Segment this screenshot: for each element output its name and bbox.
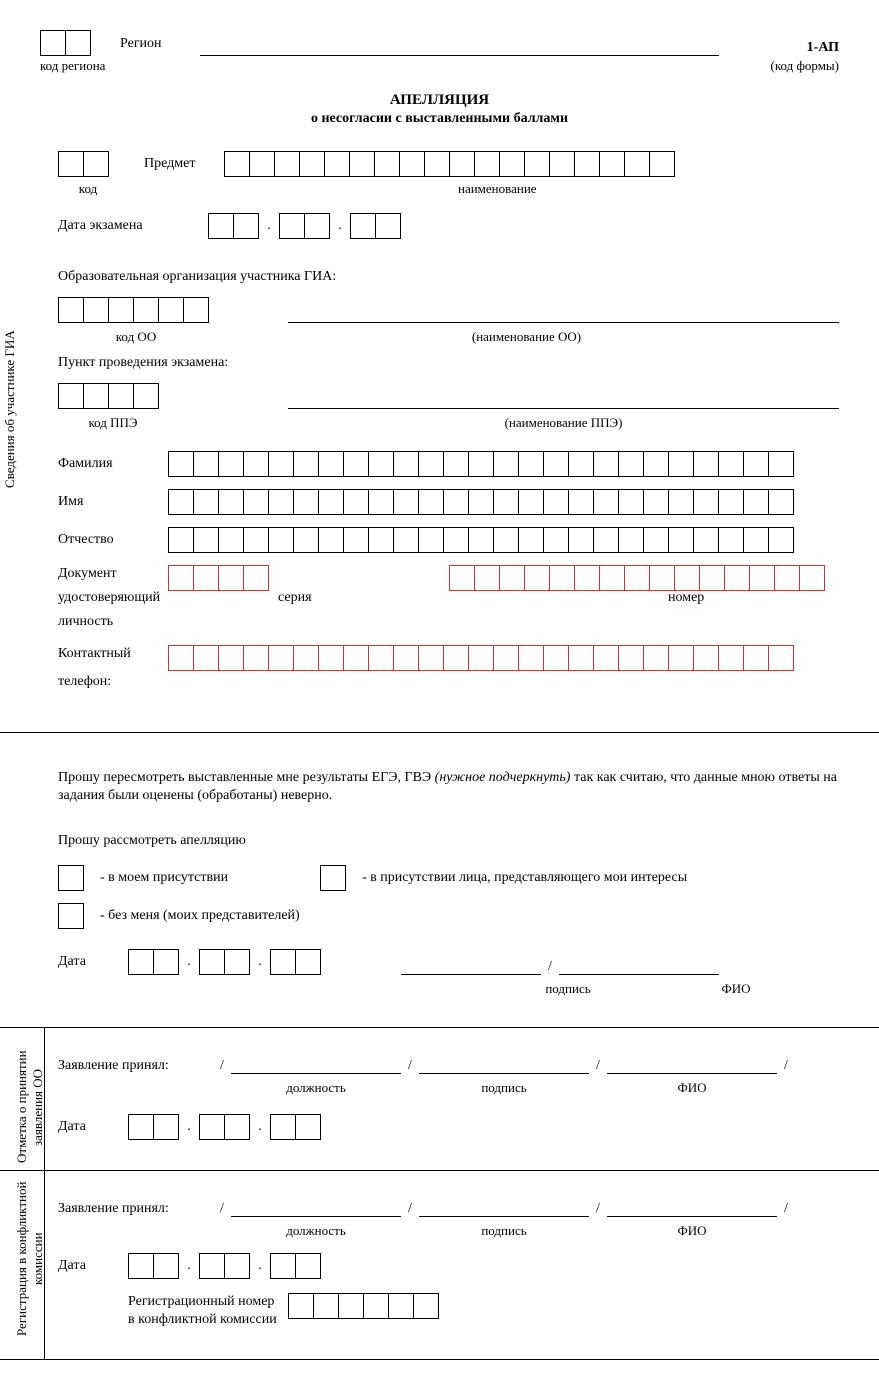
- exam-date-label: Дата экзамена: [58, 213, 208, 239]
- doc-num: номер: [668, 589, 704, 607]
- subject-name-under: наименование: [458, 181, 537, 197]
- org-code-under: код ОО: [58, 329, 214, 345]
- opt2-checkbox[interactable]: [320, 865, 346, 891]
- name-label: Имя: [58, 489, 168, 515]
- surname-cells[interactable]: [168, 451, 794, 477]
- region-label: Регион: [120, 36, 200, 56]
- ppe-name-line[interactable]: [288, 387, 839, 409]
- consider-label: Прошу рассмотреть апелляцию: [58, 833, 839, 849]
- req-sig-line[interactable]: [401, 953, 541, 975]
- req-fio-under: ФИО: [656, 981, 816, 997]
- doc-l3: личность: [58, 614, 113, 629]
- regnum-l2: в конфликтной комиссии: [128, 1311, 288, 1329]
- org-label: Образовательная организация участника ГИ…: [58, 269, 839, 285]
- exam-date-d[interactable]: [208, 213, 259, 239]
- region-code-under: код региона: [40, 58, 120, 74]
- accept-role-line[interactable]: [231, 1052, 401, 1074]
- request-it: (нужное подчеркнуть): [435, 770, 571, 785]
- exam-date-m[interactable]: [279, 213, 330, 239]
- org-code-cells[interactable]: [58, 297, 209, 323]
- title-main: АПЕЛЛЯЦИЯ: [40, 92, 839, 109]
- patronymic-cells[interactable]: [168, 527, 794, 553]
- subject-name-cells[interactable]: [224, 151, 675, 177]
- req-fio-line[interactable]: [559, 953, 719, 975]
- reg-fio-under: ФИО: [607, 1223, 777, 1239]
- region-line[interactable]: [200, 34, 719, 56]
- reg-date-d[interactable]: [128, 1253, 179, 1279]
- surname-label: Фамилия: [58, 451, 168, 477]
- doc-ser: серия: [278, 589, 338, 607]
- reg-date-m[interactable]: [199, 1253, 250, 1279]
- accept-fio-line[interactable]: [607, 1052, 777, 1074]
- opt3-checkbox[interactable]: [58, 903, 84, 929]
- accept-sig-line[interactable]: [419, 1052, 589, 1074]
- accept-section-label: Отметка о принятии заявления ОО: [14, 1042, 46, 1172]
- region-code-cells[interactable]: [40, 30, 120, 56]
- org-name-line[interactable]: [288, 301, 839, 323]
- doc-l2: удостоверяющий: [58, 590, 160, 605]
- org-name-under: (наименование ОО): [214, 329, 839, 345]
- accept-date-d[interactable]: [128, 1114, 179, 1140]
- phone-l1: Контактный: [58, 645, 168, 663]
- subject-code-cells[interactable]: [58, 151, 109, 177]
- opt3-label: - без меня (моих представителей): [100, 908, 300, 924]
- accept-date-y[interactable]: [270, 1114, 321, 1140]
- reg-label: Заявление принял:: [58, 1201, 213, 1217]
- reg-date-y[interactable]: [270, 1253, 321, 1279]
- accept-sig-under: подпись: [419, 1080, 589, 1096]
- reg-date-label: Дата: [58, 1253, 128, 1279]
- doc-l1: Документ: [58, 565, 168, 583]
- reg-fio-line[interactable]: [607, 1195, 777, 1217]
- accept-label: Заявление принял:: [58, 1058, 213, 1074]
- form-code: 1-АП: [749, 40, 839, 56]
- req-sig-under: подпись: [498, 981, 638, 997]
- doc-number-cells[interactable]: [449, 565, 825, 591]
- req-date-m[interactable]: [199, 949, 250, 975]
- reg-sig-line[interactable]: [419, 1195, 589, 1217]
- request-pre: Прошу пересмотреть выставленные мне резу…: [58, 770, 435, 785]
- phone-cells[interactable]: [168, 645, 794, 671]
- subject-code-under: код: [58, 181, 118, 197]
- phone-l2: телефон:: [58, 674, 111, 689]
- ppe-name-under: (наименование ППЭ): [168, 415, 839, 431]
- ppe-label: Пункт проведения экзамена:: [58, 355, 839, 371]
- accept-role-under: должность: [231, 1080, 401, 1096]
- exam-date-y[interactable]: [350, 213, 401, 239]
- accept-fio-under: ФИО: [607, 1080, 777, 1096]
- accept-date-m[interactable]: [199, 1114, 250, 1140]
- req-date-label: Дата: [58, 949, 128, 975]
- opt1-label: - в моем присутствии: [100, 870, 320, 886]
- reg-role-line[interactable]: [231, 1195, 401, 1217]
- doc-series-cells[interactable]: [168, 565, 269, 591]
- reg-section-label: Регистрация в конфликтной комиссии: [14, 1179, 46, 1339]
- req-date-d[interactable]: [128, 949, 179, 975]
- ppe-code-cells[interactable]: [58, 383, 159, 409]
- accept-date-label: Дата: [58, 1114, 128, 1140]
- patronymic-label: Отчество: [58, 527, 168, 553]
- opt2-label: - в присутствии лица, представляющего мо…: [362, 870, 687, 886]
- reg-role-under: должность: [231, 1223, 401, 1239]
- ppe-code-under: код ППЭ: [58, 415, 168, 431]
- participant-section-label: Сведения об участнике ГИА: [2, 309, 18, 509]
- form-code-under: (код формы): [749, 58, 839, 74]
- subject-label: Предмет: [144, 151, 224, 177]
- req-date-y[interactable]: [270, 949, 321, 975]
- title-sub: о несогласии с выставленными баллами: [40, 111, 839, 127]
- name-cells[interactable]: [168, 489, 794, 515]
- regnum-cells[interactable]: [288, 1293, 439, 1319]
- opt1-checkbox[interactable]: [58, 865, 84, 891]
- reg-sig-under: подпись: [419, 1223, 589, 1239]
- regnum-l1: Регистрационный номер: [128, 1293, 288, 1311]
